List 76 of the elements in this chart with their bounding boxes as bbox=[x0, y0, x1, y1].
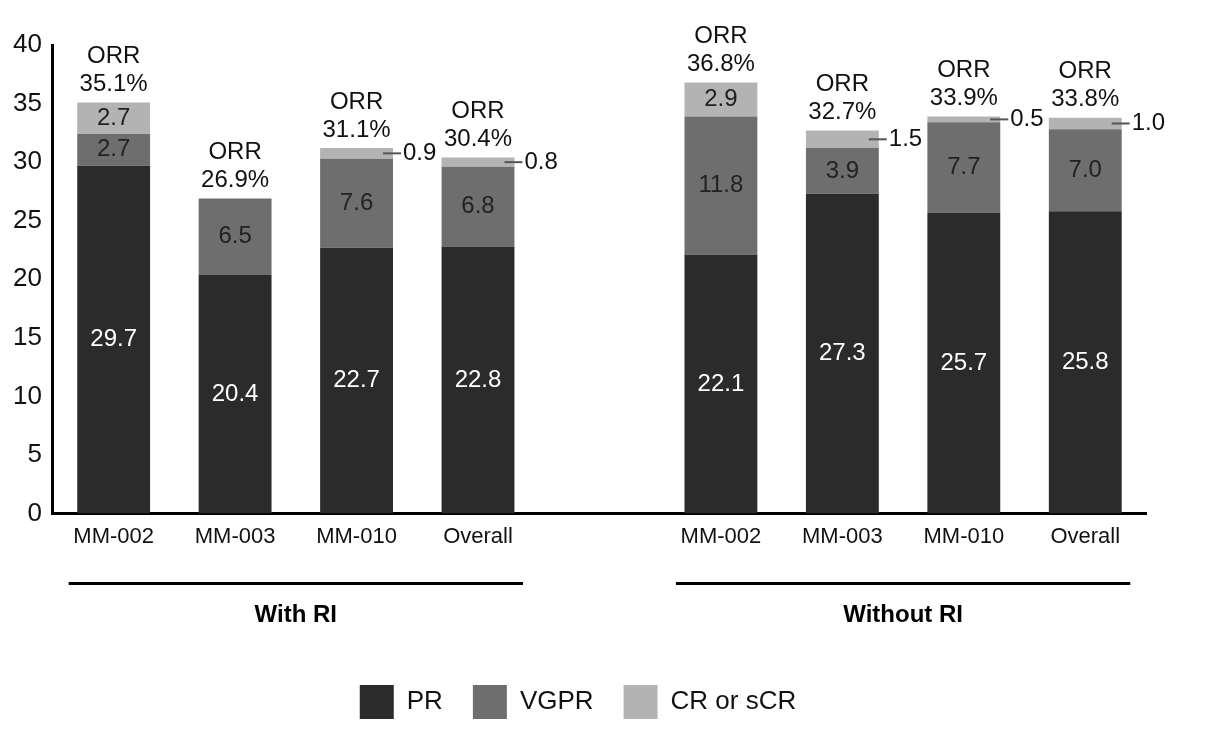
bar bbox=[77, 165, 151, 514]
total-label: ORR 30.4% bbox=[443, 96, 513, 152]
x-tick-label: MM-010 bbox=[316, 522, 397, 548]
bar bbox=[927, 122, 1001, 213]
bar bbox=[684, 116, 758, 255]
y-tick-label: 5 bbox=[27, 438, 42, 469]
x-tick-label: MM-003 bbox=[194, 522, 276, 548]
total-label: ORR 36.8% bbox=[686, 21, 755, 77]
y-tick-label: 10 bbox=[13, 379, 42, 410]
y-tick-label: 40 bbox=[13, 28, 42, 59]
legend-label: CR or sCR bbox=[670, 685, 797, 716]
y-tick-label: 25 bbox=[13, 203, 42, 234]
total-label: ORR 33.8% bbox=[1051, 56, 1120, 112]
bar bbox=[441, 246, 515, 514]
data-label: 6.8 bbox=[461, 191, 495, 219]
x-tick-label: MM-003 bbox=[802, 522, 883, 548]
bar bbox=[1048, 129, 1122, 212]
bar bbox=[320, 247, 393, 514]
y-tick-label: 35 bbox=[13, 86, 42, 117]
data-label: 7.7 bbox=[947, 152, 981, 180]
x-tick-label: Overall bbox=[443, 522, 513, 548]
total-label: ORR 26.9% bbox=[201, 137, 270, 193]
bar bbox=[927, 212, 1001, 514]
bar bbox=[805, 148, 879, 194]
legend-label: VGPR bbox=[519, 685, 594, 716]
data-label: 11.8 bbox=[698, 170, 744, 198]
bar bbox=[1048, 117, 1122, 130]
bar bbox=[77, 102, 151, 135]
bar bbox=[77, 134, 151, 166]
x-tick-label: Overall bbox=[1050, 522, 1121, 548]
bar bbox=[805, 130, 879, 149]
data-label: 2.7 bbox=[96, 134, 131, 162]
y-tick-label: 0 bbox=[27, 496, 42, 527]
bar bbox=[684, 254, 758, 514]
bar bbox=[441, 157, 515, 167]
text: Without RI bbox=[843, 600, 963, 628]
data-label: 1.0 bbox=[1131, 108, 1166, 136]
data-label: 1.5 bbox=[888, 123, 923, 151]
y-tick-label: 20 bbox=[13, 262, 42, 293]
data-label: 25.7 bbox=[940, 347, 988, 375]
data-label: 0.5 bbox=[1010, 104, 1044, 132]
total-label: ORR 35.1% bbox=[79, 41, 148, 97]
data-label: 2.7 bbox=[96, 102, 131, 130]
y-tick-label: 15 bbox=[13, 321, 42, 352]
data-label: 2.9 bbox=[704, 84, 738, 112]
total-label: ORR 31.1% bbox=[322, 86, 391, 142]
text: With RI bbox=[254, 600, 338, 628]
total-label: ORR 33.9% bbox=[929, 55, 998, 111]
data-label: 20.4 bbox=[211, 378, 259, 406]
data-label: 3.9 bbox=[825, 155, 860, 183]
bar bbox=[927, 116, 1001, 123]
data-label: 25.8 bbox=[1061, 347, 1109, 375]
data-label: 22.8 bbox=[454, 364, 502, 392]
y-tick-label: 30 bbox=[13, 145, 42, 176]
data-label: 0.8 bbox=[524, 146, 558, 174]
total-label: ORR 32.7% bbox=[808, 69, 877, 125]
data-label: 22.1 bbox=[697, 368, 745, 396]
x-tick-label: MM-002 bbox=[73, 522, 154, 548]
bar bbox=[320, 158, 393, 248]
bar bbox=[684, 82, 758, 117]
data-label: 0.9 bbox=[402, 137, 437, 165]
data-label: 29.7 bbox=[90, 324, 138, 352]
bar bbox=[198, 274, 272, 514]
data-label: 27.3 bbox=[819, 338, 866, 366]
data-label: 7.6 bbox=[339, 187, 374, 215]
x-tick-label: MM-010 bbox=[923, 522, 1005, 548]
bar bbox=[1048, 211, 1122, 514]
data-label: 22.7 bbox=[333, 365, 380, 393]
x-tick-label: MM-002 bbox=[680, 522, 762, 548]
bar bbox=[320, 148, 393, 159]
data-label: 7.0 bbox=[1068, 154, 1102, 182]
bar bbox=[805, 193, 879, 514]
bar bbox=[441, 166, 515, 247]
bar bbox=[198, 198, 272, 275]
legend-label: PR bbox=[406, 685, 443, 716]
data-label: 6.5 bbox=[218, 221, 252, 249]
